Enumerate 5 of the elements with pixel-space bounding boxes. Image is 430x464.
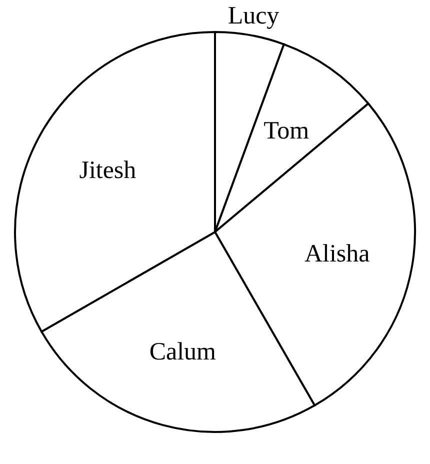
slice-label: Calum: [149, 338, 217, 366]
slice-label: Lucy: [228, 2, 280, 30]
slice-label: Jitesh: [79, 156, 137, 184]
slice-label: Tom: [264, 118, 310, 145]
slice-label: Alisha: [304, 240, 370, 268]
